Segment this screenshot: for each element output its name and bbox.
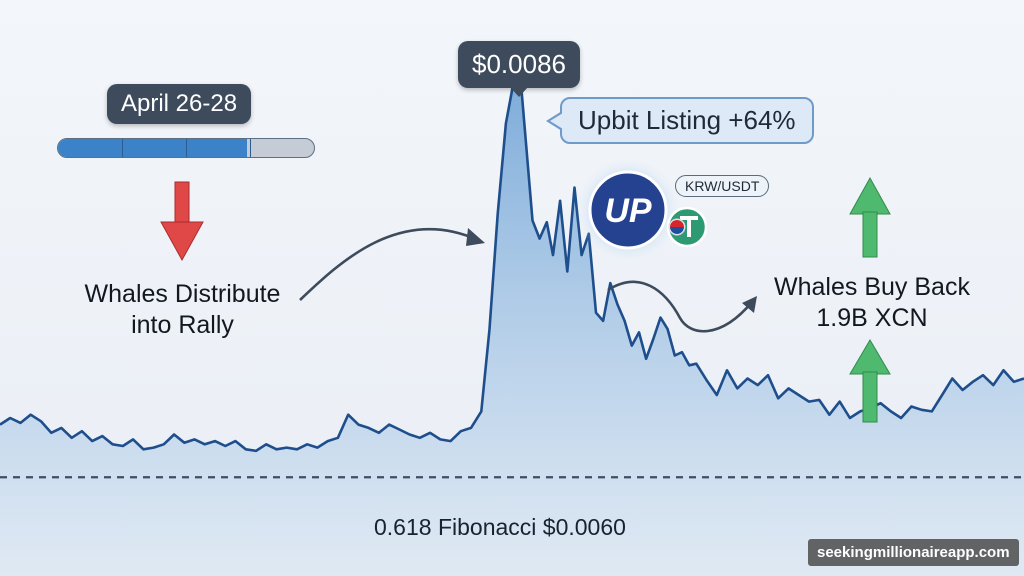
curved-arrow-left: [299, 227, 479, 301]
up-arrow-icon-bottom: [849, 339, 891, 423]
whales-distribute-line-2: into Rally: [131, 311, 234, 339]
price-area-fill: [0, 49, 1024, 576]
fibonacci-level-label: 0.618 Fibonacci $0.0060: [374, 514, 626, 540]
upbit-logo-text: UP: [604, 192, 652, 230]
timeline-segment-divider: [122, 139, 123, 157]
up-arrow-icon-top: [849, 176, 891, 258]
listing-callout: Upbit Listing +64%: [546, 97, 814, 144]
down-arrow-icon: [160, 181, 204, 262]
price-line: [0, 48, 1024, 453]
upbit-logo-icon: UP: [576, 158, 680, 262]
whales-distribute-line-1: Whales Distribute: [84, 280, 281, 308]
date-range-badge: April 26-28: [107, 84, 252, 124]
timeline-segment-divider: [186, 139, 187, 157]
peak-price-badge: $0.0086: [458, 41, 580, 97]
korea-flag-icon: [668, 218, 686, 236]
timeline-segment-divider: [250, 139, 251, 157]
whales-buy-back-line-1: Whales Buy Back: [774, 273, 970, 301]
watermark: seekingmillionaireapp.com: [808, 539, 1019, 566]
whales-distribute-label: Whales Distribute into Rally: [70, 279, 295, 341]
trading-pair-badge: KRW/USDT: [675, 175, 770, 197]
tether-icon: [666, 206, 708, 248]
whales-buy-back-line-2: 1.9B XCN: [816, 304, 928, 332]
curved-arrow-left-head: [466, 228, 485, 246]
whales-buy-back-label: Whales Buy Back 1.9B XCN: [762, 272, 982, 334]
timeline-progress-fill: [58, 139, 248, 157]
curved-arrow-right: [607, 280, 753, 333]
curved-arrow-right-head: [742, 296, 757, 313]
timeline-progress-bar: [57, 138, 315, 158]
